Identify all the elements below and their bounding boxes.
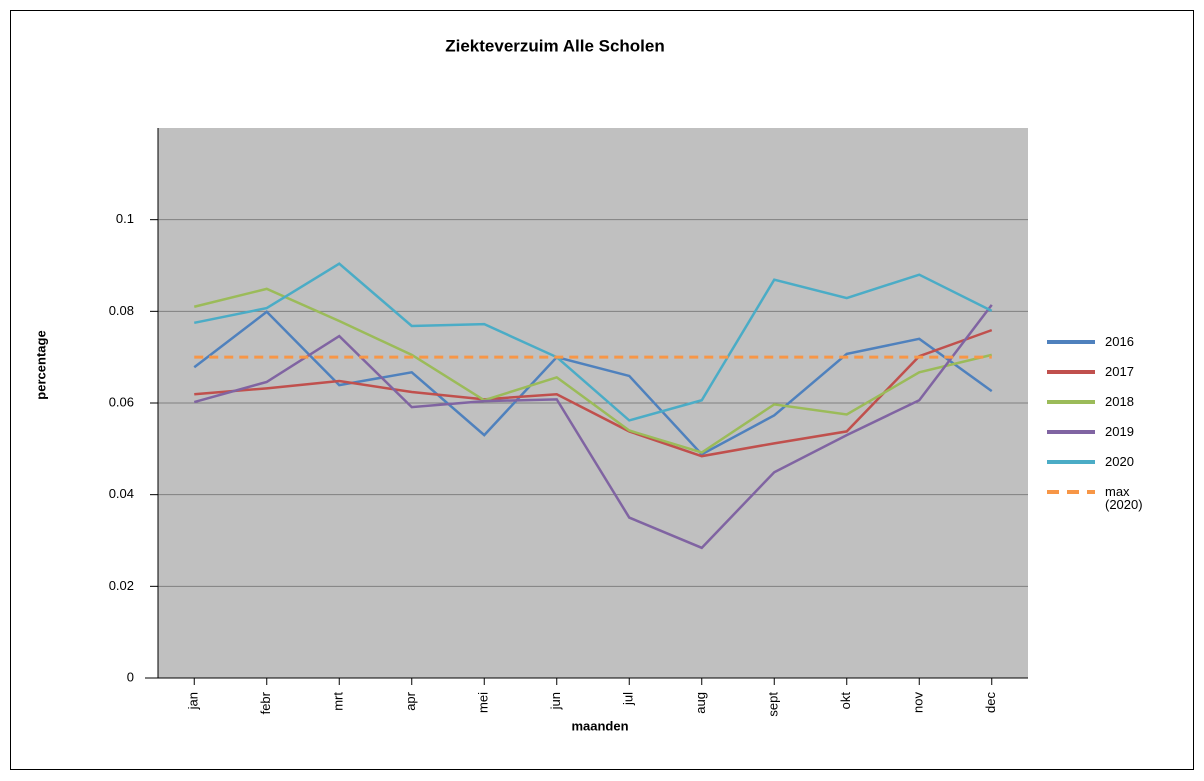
x-tick-label: aug xyxy=(693,692,708,714)
series-line xyxy=(193,304,993,550)
series-line xyxy=(194,328,993,458)
y-tick-label: 0 xyxy=(127,669,134,684)
legend-label: 2017 xyxy=(1105,365,1134,379)
x-tick-label: jan xyxy=(186,692,201,710)
y-tick-label: 0.02 xyxy=(109,578,134,593)
legend-label: 2020 xyxy=(1105,455,1134,469)
x-tick-label: mrt xyxy=(331,692,346,711)
x-tick-label: apr xyxy=(403,691,418,710)
y-tick-label: 0.08 xyxy=(109,303,134,318)
x-tick-label: nov xyxy=(911,692,926,713)
y-tick-label: 0.06 xyxy=(109,394,134,409)
legend-entry: 2018 xyxy=(1105,395,1134,409)
y-tick-label: 0.04 xyxy=(109,486,134,501)
x-tick-label: dec xyxy=(983,692,998,713)
x-tick-label: sept xyxy=(766,692,781,717)
series-line xyxy=(193,310,993,456)
chart-title: Ziekteverzuim Alle Scholen xyxy=(445,36,665,55)
x-tick-label: okt xyxy=(838,692,853,710)
legend-label: max (2020) xyxy=(1105,485,1143,512)
x-tick-label: mei xyxy=(476,692,491,713)
legend-entry: 2019 xyxy=(1105,425,1134,439)
legend-entry: 2016 xyxy=(1105,335,1134,349)
legend-label: 2016 xyxy=(1105,335,1134,349)
x-tick-label: jun xyxy=(548,692,563,710)
legend-label: 2018 xyxy=(1105,395,1134,409)
legend-entry: 2020 xyxy=(1105,455,1134,469)
y-tick-label: 0.1 xyxy=(116,211,134,226)
legend-entry: max (2020) xyxy=(1105,485,1143,512)
x-tick-label: febr xyxy=(258,691,273,714)
legend-entry: 2017 xyxy=(1105,365,1134,379)
x-axis-label: maanden xyxy=(571,718,628,733)
series-line xyxy=(193,287,993,454)
x-tick-label: jul xyxy=(621,692,636,706)
legend-label: 2019 xyxy=(1105,425,1134,439)
y-axis-label: percentage xyxy=(33,330,48,399)
series-line xyxy=(194,262,993,422)
